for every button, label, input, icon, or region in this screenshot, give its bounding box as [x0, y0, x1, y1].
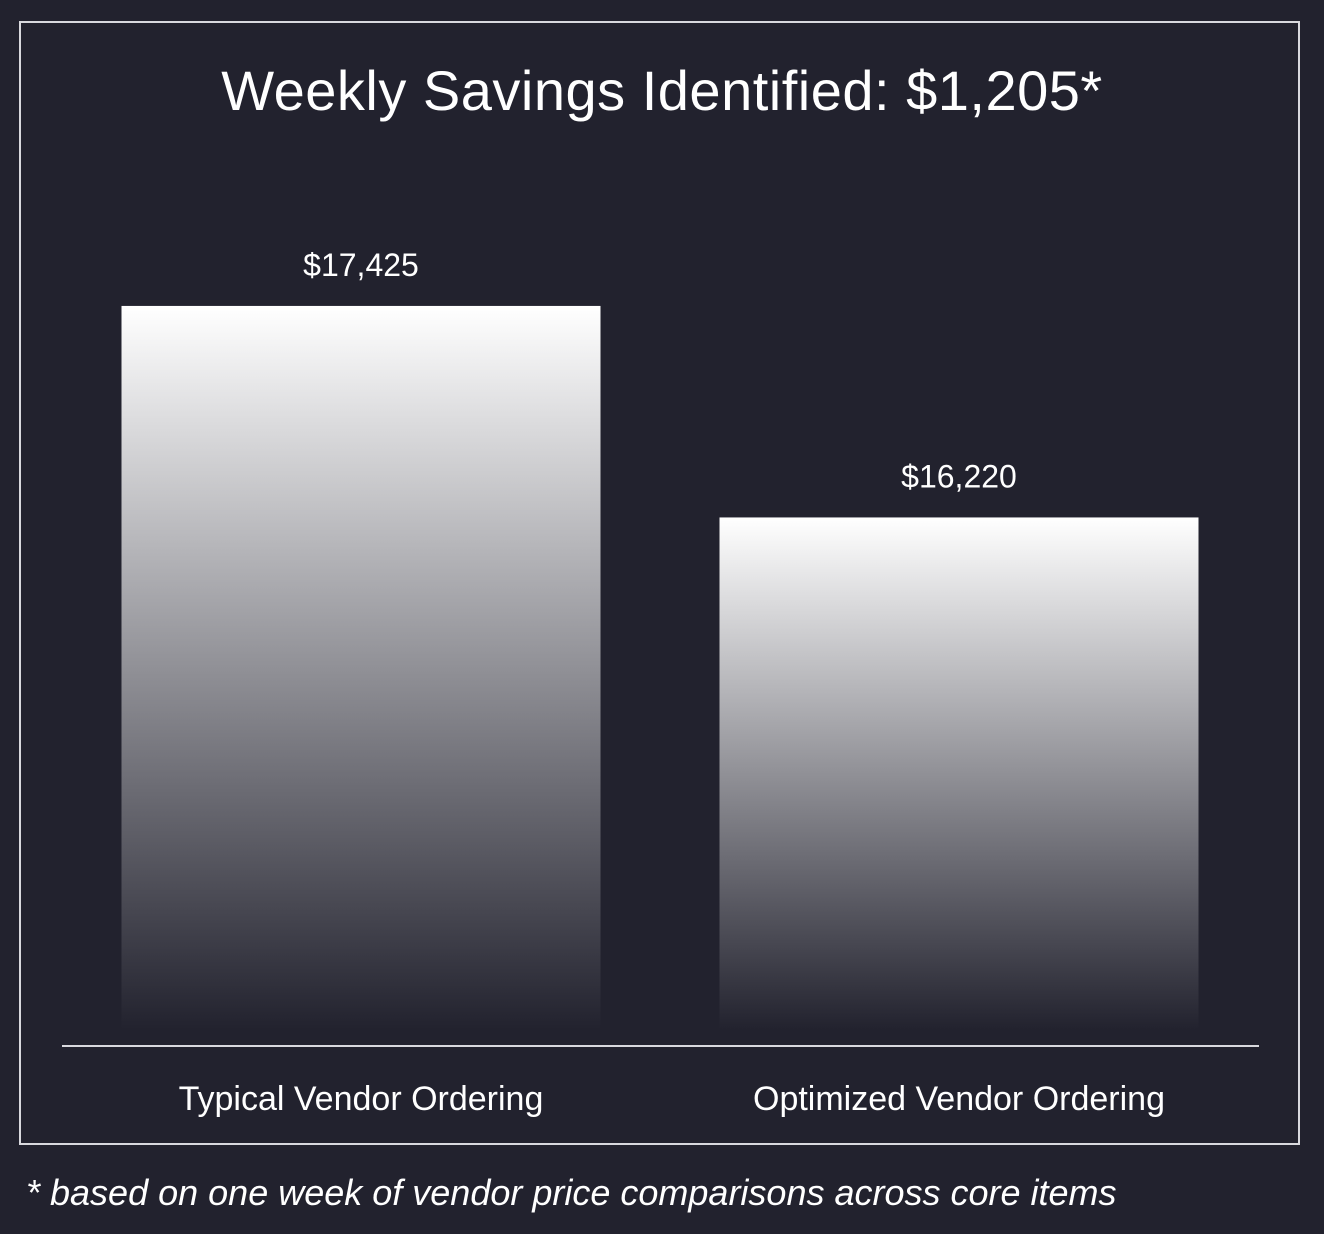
data-label-2: $16,220	[901, 458, 1017, 494]
category-label-1: Typical Vendor Ordering	[179, 1080, 544, 1118]
category-label-2: Optimized Vendor Ordering	[753, 1080, 1165, 1118]
data-label-1: $17,425	[303, 247, 419, 283]
chart-title: Weekly Savings Identified: $1,205*	[221, 59, 1103, 122]
bar-1	[121, 305, 601, 1030]
bar-2	[719, 517, 1199, 1030]
footnote: * based on one week of vendor price comp…	[26, 1172, 1117, 1213]
chart-frame	[19, 21, 1300, 1145]
